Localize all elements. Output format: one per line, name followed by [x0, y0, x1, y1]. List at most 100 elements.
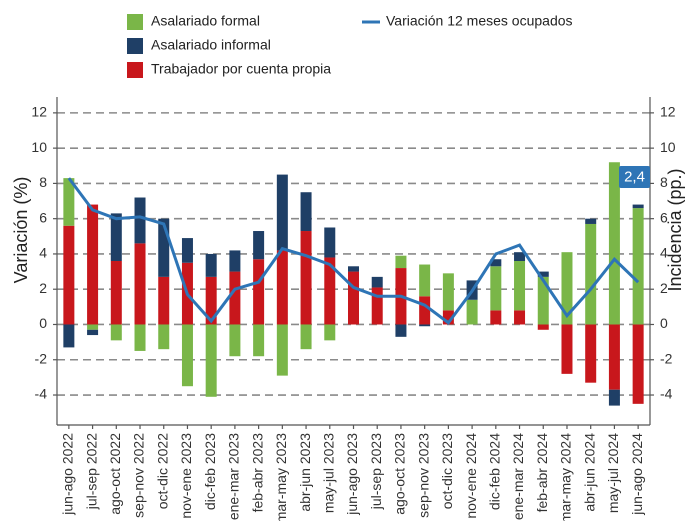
- bar-segment: [324, 257, 336, 325]
- x-tick-label: nov-ene 2023: [178, 433, 194, 519]
- y2-tick-label: 4: [660, 245, 668, 261]
- y2-tick-label: 6: [660, 209, 668, 225]
- bar-segment: [205, 276, 217, 325]
- bar-segment: [514, 252, 526, 261]
- bar-segment: [632, 204, 644, 209]
- bar-segment: [561, 324, 573, 374]
- legend-swatch: [127, 38, 143, 54]
- y2-axis-title: Incidencia (pp.): [665, 168, 685, 291]
- y2-tick-label: -4: [660, 386, 673, 402]
- bar-segment: [253, 324, 265, 357]
- x-tick-label: jun-ago 2024: [629, 433, 645, 516]
- x-tick-label: ago-oct 2022: [107, 433, 123, 515]
- bar-segment: [110, 324, 122, 341]
- bar-segment: [466, 299, 478, 325]
- bar-segment: [442, 310, 454, 325]
- bar-segment: [181, 238, 193, 263]
- bar-segment: [63, 225, 75, 325]
- y-tick-label: 0: [39, 315, 47, 331]
- bar-segment: [348, 266, 359, 272]
- bar-segment: [110, 261, 122, 325]
- x-tick-label: may-jul 2024: [605, 433, 621, 513]
- bar-segment: [253, 259, 265, 325]
- x-tick-label: may-jul 2023: [320, 433, 336, 513]
- bar-segment: [608, 324, 620, 390]
- bar-segment: [585, 218, 597, 224]
- bar-segment: [87, 204, 99, 325]
- bar-segment: [371, 287, 383, 325]
- x-tick-label: abr-jun 2024: [581, 433, 597, 512]
- legend-label: Variación 12 meses ocupados: [386, 13, 573, 29]
- y-tick-label: 4: [39, 245, 47, 261]
- bar-segment: [324, 324, 336, 341]
- y2-tick-label: 10: [660, 139, 676, 155]
- bar-segment: [585, 324, 597, 383]
- bar-segment: [134, 243, 146, 325]
- value-label-box: [619, 166, 650, 188]
- y-tick-label: 12: [31, 104, 47, 120]
- bar-segment: [419, 296, 431, 325]
- bar-segment: [490, 259, 502, 267]
- bar-segment: [419, 264, 431, 297]
- bar-segment: [229, 324, 241, 357]
- bar-segment: [608, 389, 620, 406]
- bar-segment: [229, 250, 241, 272]
- bar-segment: [158, 276, 170, 325]
- bar-segment: [395, 324, 407, 337]
- bar-segment: [87, 324, 99, 330]
- y-axis-title: Variación (%): [11, 177, 31, 284]
- bar-segment: [63, 324, 75, 348]
- bar-segment: [300, 324, 312, 350]
- bar-segment: [110, 213, 122, 261]
- bar-segment: [442, 273, 454, 311]
- legend-swatch: [127, 62, 143, 78]
- bar-segment: [537, 271, 549, 277]
- bar-segment: [371, 276, 383, 288]
- bar-segment: [205, 324, 217, 397]
- x-tick-label: ene-mar 2024: [510, 433, 526, 520]
- bar-segment: [514, 261, 526, 311]
- bar-segment: [205, 253, 217, 277]
- bar-segment: [348, 271, 359, 325]
- y2-tick-label: -2: [660, 350, 673, 366]
- x-tick-label: jul-sep 2023: [368, 433, 384, 510]
- y-tick-label: 6: [39, 209, 47, 225]
- bar-segment: [490, 266, 502, 311]
- bar-segment: [87, 329, 99, 336]
- line-series: [67, 177, 640, 325]
- bar-segment: [632, 324, 644, 404]
- y2-tick-label: 0: [660, 315, 668, 331]
- y2-tick-label: 8: [660, 174, 668, 190]
- legend-label: Asalariado informal: [151, 37, 271, 53]
- bar-segment: [158, 324, 170, 350]
- x-tick-label: mar-may 2023: [273, 433, 289, 521]
- y-tick-label: 2: [39, 280, 47, 296]
- y-tick-label: -4: [35, 386, 48, 402]
- bar-segment: [300, 231, 312, 325]
- x-tick-label: sep-nov 2022: [131, 433, 147, 518]
- bar-segment: [276, 250, 288, 325]
- x-tick-label: ene-mar 2023: [226, 433, 242, 520]
- x-tick-label: feb-abr 2024: [534, 433, 550, 513]
- legend-label: Asalariado formal: [151, 13, 260, 29]
- bar-segment: [324, 227, 336, 258]
- y2-tick-label: 2: [660, 280, 668, 296]
- bar-segment: [229, 271, 241, 325]
- bar-segment: [253, 231, 265, 260]
- y-tick-label: -2: [35, 350, 48, 366]
- bar-segment: [395, 255, 407, 269]
- bar-segment: [490, 310, 502, 325]
- x-tick-label: feb-abr 2023: [249, 433, 265, 513]
- x-tick-label: jun-ago 2023: [344, 433, 360, 516]
- bar-segment: [134, 324, 146, 351]
- bar-segment: [419, 324, 431, 327]
- x-tick-label: nov-ene 2024: [463, 433, 479, 519]
- x-tick-label: oct-dic 2023: [439, 433, 455, 509]
- x-tick-label: mar-may 2024: [558, 433, 574, 521]
- bar-segment: [537, 324, 549, 330]
- bar-segment: [300, 192, 312, 232]
- bar-segment: [608, 162, 620, 325]
- bar-segment: [276, 324, 288, 376]
- value-label: 2,4: [624, 168, 645, 185]
